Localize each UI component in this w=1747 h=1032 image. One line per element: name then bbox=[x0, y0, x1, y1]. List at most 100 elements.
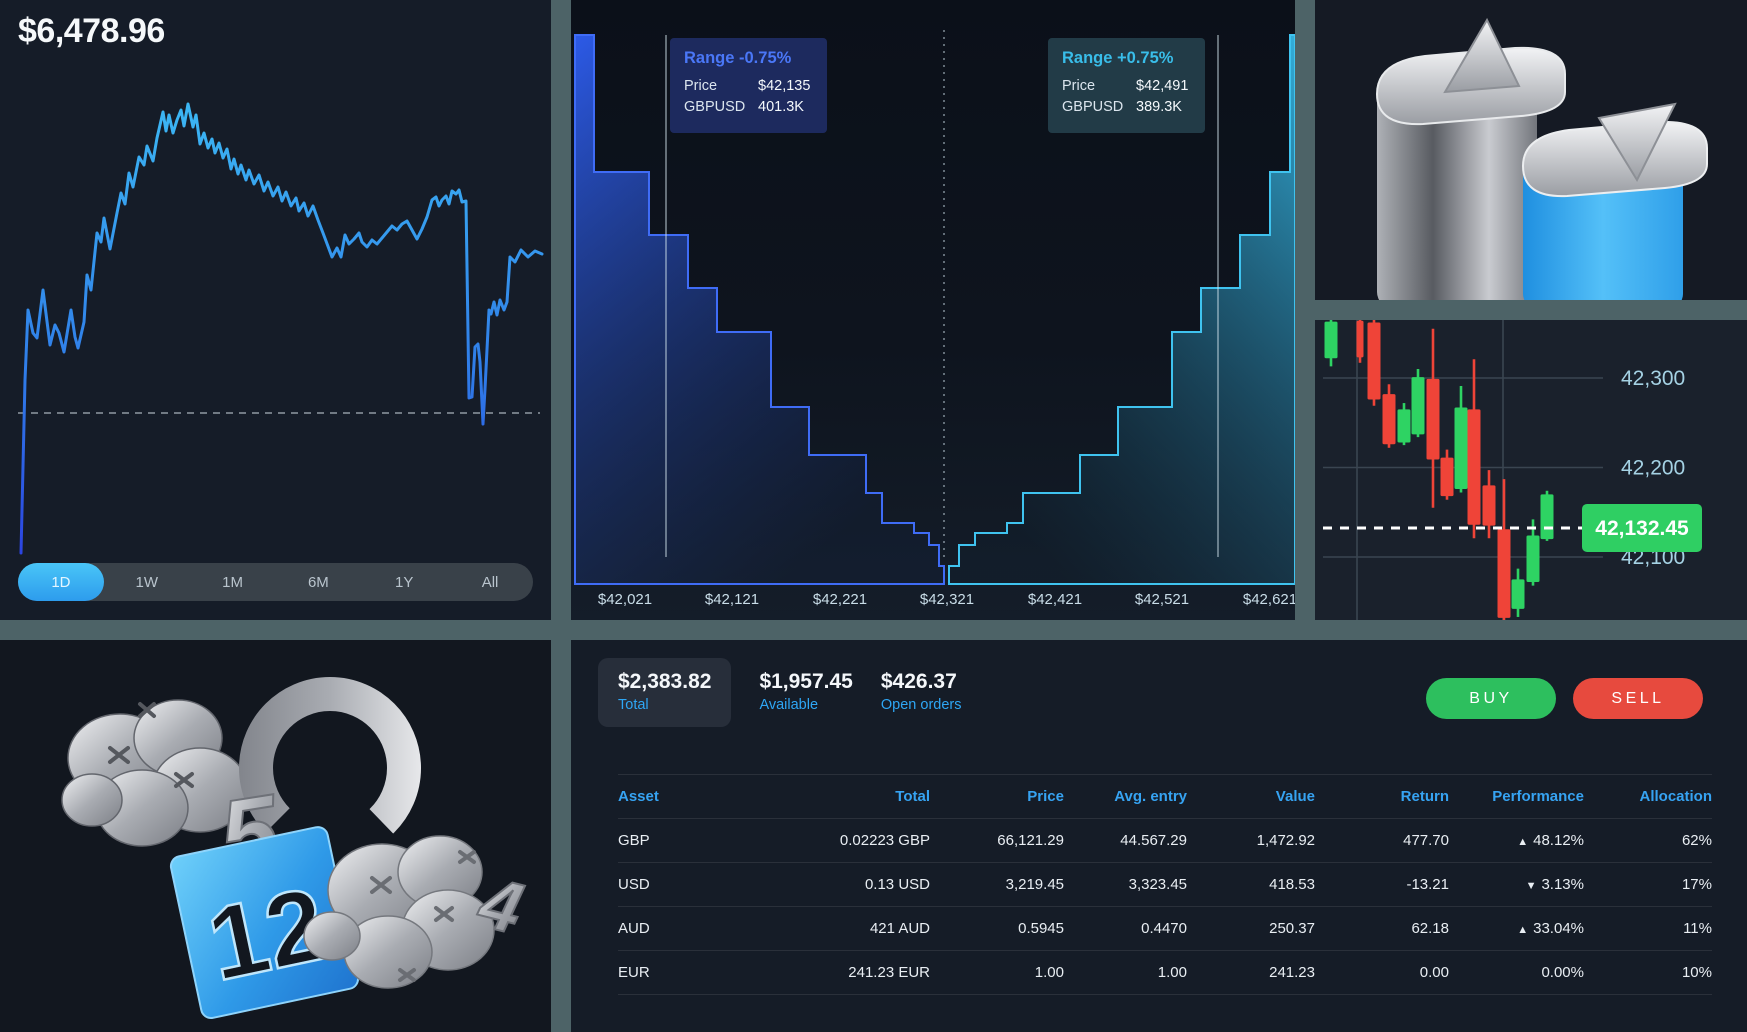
ask-depth-area bbox=[948, 34, 1295, 585]
candle-body[interactable] bbox=[1540, 494, 1554, 540]
buy-button[interactable]: BUY bbox=[1426, 678, 1556, 719]
last-price-label: 42,132.45 bbox=[1595, 517, 1689, 540]
avg-entry-cell: 44.567.29 bbox=[1064, 818, 1187, 863]
timeframe-button-1m[interactable]: 1M bbox=[190, 563, 276, 601]
col-header-price[interactable]: Price bbox=[930, 774, 1064, 819]
depth-axis-label: $42,621 bbox=[1243, 591, 1295, 608]
depth-axis-label: $42,021 bbox=[598, 591, 652, 608]
candle-body[interactable] bbox=[1324, 321, 1338, 359]
timeframe-button-1y[interactable]: 1Y bbox=[361, 563, 447, 601]
open-orders-label: Open orders bbox=[880, 697, 962, 713]
candle-body[interactable] bbox=[1454, 407, 1468, 489]
ask-price-row: Price $42,491 bbox=[1062, 78, 1189, 94]
candle-body[interactable] bbox=[1367, 322, 1381, 400]
asset-cell: AUD bbox=[618, 906, 758, 951]
col-header-total[interactable]: Total bbox=[758, 774, 930, 819]
timeframe-button-6m[interactable]: 6M bbox=[275, 563, 361, 601]
candle-body[interactable] bbox=[1411, 377, 1425, 435]
holdings-row-eur[interactable]: EUR 241.23 EUR 1.00 1.00 241.23 0.00 0.00% 10% bbox=[618, 950, 1712, 995]
candle-body[interactable] bbox=[1526, 535, 1540, 583]
holdings-table-header: Asset Total Price Avg. entry Value Return Perf… bbox=[618, 774, 1712, 819]
col-header-return[interactable]: Return bbox=[1315, 774, 1449, 819]
return-cell: 477.70 bbox=[1315, 818, 1449, 863]
price-cell: 66,121.29 bbox=[930, 818, 1064, 863]
cloud-blob-right-icon bbox=[303, 835, 495, 989]
candle-body[interactable] bbox=[1382, 394, 1396, 445]
blue-bar-3d bbox=[1521, 102, 1708, 300]
holdings-row-usd[interactable]: USD 0.13 USD 3,219.45 3,323.45 418.53 -13.21 ▼… bbox=[618, 862, 1712, 907]
holdings-row-gbp[interactable]: GBP 0.02223 GBP 66,121.29 44.567.29 1,472.92… bbox=[618, 818, 1712, 863]
performance-cell: 0.00% bbox=[1449, 950, 1584, 995]
ask-range-title: Range +0.75% bbox=[1062, 49, 1174, 67]
return-cell: 62.18 bbox=[1315, 906, 1449, 951]
summary-total-card[interactable]: $2,383.82 Total bbox=[598, 658, 732, 727]
timeframe-bar: 1D 1W 1M 6M 1Y All bbox=[18, 563, 533, 601]
price-tick-label: 42,300 bbox=[1621, 367, 1685, 390]
candlestick-panel: 42,300 42,200 42,100 42,132.45 bbox=[1315, 320, 1747, 620]
portfolio-line-chart[interactable] bbox=[0, 0, 551, 620]
numbers-3d-illustration: 5 12 4 bbox=[61, 677, 531, 1020]
return-cell: 0.00 bbox=[1315, 950, 1449, 995]
col-header-performance[interactable]: Performance bbox=[1449, 774, 1584, 819]
up-arrow-3d bbox=[1443, 17, 1521, 94]
triangle-down-icon: ▼ bbox=[1525, 880, 1537, 892]
col-header-asset[interactable]: Asset bbox=[618, 774, 758, 819]
asset-cell: GBP bbox=[618, 818, 758, 863]
total-cell: 0.13 USD bbox=[758, 862, 930, 907]
depth-axis-label: $42,121 bbox=[705, 591, 759, 608]
depth-axis-label: $42,421 bbox=[1028, 591, 1082, 608]
summary-open-orders[interactable]: $426.37 Open orders bbox=[881, 658, 962, 713]
depth-axis-label: $42,221 bbox=[813, 591, 867, 608]
trade-buttons: BUY SELL bbox=[1426, 678, 1703, 719]
depth-axis-label: $42,321 bbox=[920, 591, 974, 608]
candle-body[interactable] bbox=[1440, 457, 1454, 497]
value-cell: 1,472.92 bbox=[1187, 818, 1315, 863]
col-header-allocation[interactable]: Allocation bbox=[1584, 774, 1712, 819]
allocation-cell: 62% bbox=[1584, 818, 1712, 863]
last-price-tag bbox=[1582, 503, 1702, 552]
total-cell: 241.23 EUR bbox=[758, 950, 930, 995]
depth-chart[interactable]: $42,021 $42,121 $42,221 $42,321 $42,421 $42,5… bbox=[571, 0, 1295, 620]
asset-cell: USD bbox=[618, 862, 758, 907]
silver-bar-3d bbox=[1375, 17, 1566, 300]
timeframe-button-1w[interactable]: 1W bbox=[104, 563, 190, 601]
available-label: Available bbox=[759, 697, 819, 713]
account-panel: $2,383.82 Total $1,957.45 Available $426… bbox=[571, 640, 1747, 1032]
asset-cell: EUR bbox=[618, 950, 758, 995]
value-cell: 241.23 bbox=[1187, 950, 1315, 995]
col-header-avg-entry[interactable]: Avg. entry bbox=[1064, 774, 1187, 819]
sell-button[interactable]: SELL bbox=[1573, 678, 1703, 719]
triangle-up-icon: ▲ bbox=[1517, 924, 1529, 936]
timeframe-button-1d[interactable]: 1D bbox=[18, 563, 104, 601]
avg-entry-cell: 3,323.45 bbox=[1064, 862, 1187, 907]
candle-body[interactable] bbox=[1397, 409, 1411, 443]
candle-body[interactable] bbox=[1511, 579, 1525, 609]
portfolio-line-path bbox=[19, 102, 544, 555]
order-book-depth-panel: $42,021 $42,121 $42,221 $42,321 $42,421 $42,5… bbox=[571, 0, 1295, 620]
portfolio-panel: $6,478.96 1D 1W 1M 6M 1Y All bbox=[0, 0, 551, 620]
depth-axis-label: $42,521 bbox=[1135, 591, 1189, 608]
avg-entry-cell: 1.00 bbox=[1064, 950, 1187, 995]
ask-range-tooltip: Range +0.75% Price $42,491 GBPUSD 389.3K bbox=[1048, 38, 1205, 133]
price-cell: 0.5945 bbox=[930, 906, 1064, 951]
price-cell: 3,219.45 bbox=[930, 862, 1064, 907]
candle-body[interactable] bbox=[1482, 485, 1496, 526]
candle-body[interactable] bbox=[1426, 378, 1440, 460]
open-orders-value: $426.37 bbox=[880, 670, 957, 693]
bar-chart-3d-illustration bbox=[1375, 17, 1708, 300]
timeframe-button-all[interactable]: All bbox=[447, 563, 533, 601]
bid-depth-area bbox=[574, 34, 945, 585]
candle-body[interactable] bbox=[1356, 320, 1364, 358]
performance-cell: ▲ 33.04% bbox=[1449, 906, 1584, 951]
summary-available[interactable]: $1,957.45 Available bbox=[759, 658, 852, 713]
total-cell: 0.02223 GBP bbox=[758, 818, 930, 863]
total-label: Total bbox=[618, 697, 649, 713]
col-header-value[interactable]: Value bbox=[1187, 774, 1315, 819]
allocation-cell: 10% bbox=[1584, 950, 1712, 995]
value-cell: 250.37 bbox=[1187, 906, 1315, 951]
candle-body[interactable] bbox=[1497, 529, 1511, 618]
candle-body[interactable] bbox=[1467, 409, 1481, 525]
holdings-row-aud[interactable]: AUD 421 AUD 0.5945 0.4470 250.37 62.18 ▲ 33.04%… bbox=[618, 906, 1712, 951]
portfolio-balance: $6,478.96 bbox=[18, 12, 165, 50]
